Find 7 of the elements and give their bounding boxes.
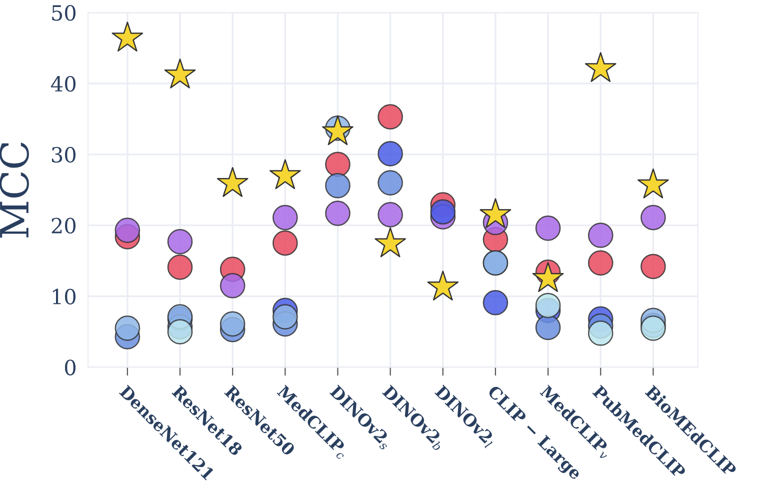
y-tick-label: 40	[51, 76, 76, 92]
y-tick-label: 0	[65, 360, 76, 376]
y-tick-label: 30	[52, 146, 76, 163]
y-tick-label: 10	[52, 288, 76, 304]
y-axis-title: MCC	[0, 142, 29, 238]
y-tick-label: 50	[52, 5, 76, 21]
y-tick-label: 20	[52, 218, 76, 234]
